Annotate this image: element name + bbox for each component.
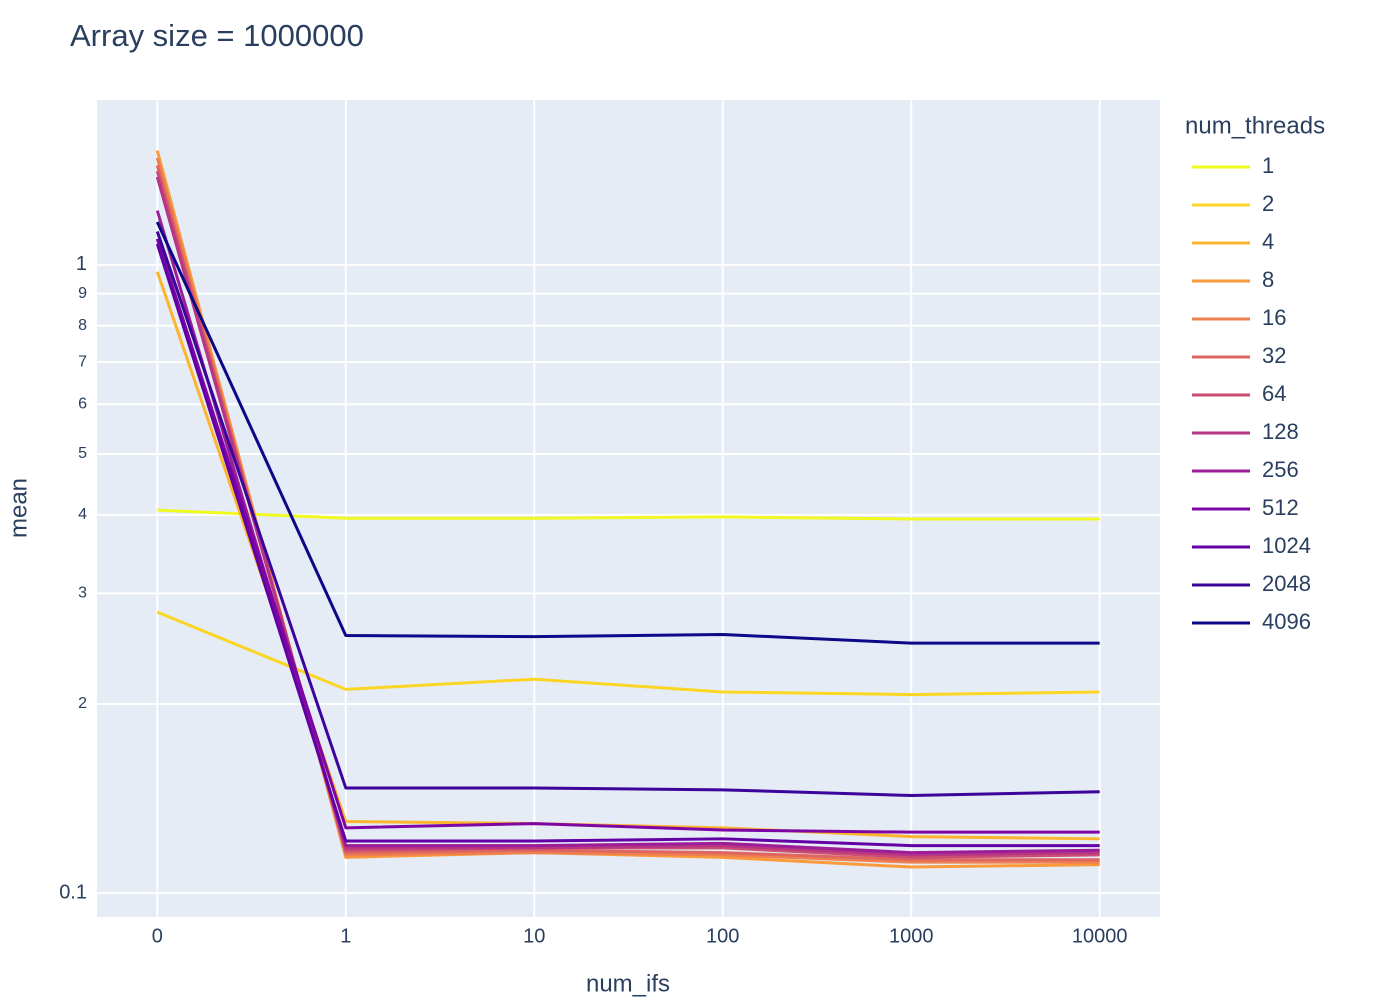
legend-label: 512 <box>1262 495 1299 520</box>
y-tick-label: 2 <box>78 695 87 712</box>
legend-label: 2 <box>1262 191 1274 216</box>
y-tick-label: 9 <box>78 285 87 302</box>
legend-label: 1024 <box>1262 533 1311 558</box>
plot-area <box>97 100 1160 917</box>
legend-label: 256 <box>1262 457 1299 482</box>
y-tick-label: 8 <box>78 317 87 334</box>
series-line <box>157 508 1100 521</box>
legend-label: 4096 <box>1262 609 1311 634</box>
series-line <box>156 610 1100 697</box>
y-tick-label: 0.1 <box>59 881 87 903</box>
y-tick-label: 6 <box>78 395 87 412</box>
legend-label: 64 <box>1262 381 1286 406</box>
legend-label: 2048 <box>1262 571 1311 596</box>
series-line <box>155 221 1100 645</box>
y-tick-label: 5 <box>78 445 87 462</box>
x-tick-label: 10 <box>523 925 545 947</box>
x-tick-label: 10000 <box>1072 925 1128 947</box>
x-tick-label: 1 <box>340 925 351 947</box>
y-tick-label: 3 <box>78 585 87 602</box>
legend-label: 4 <box>1262 229 1274 254</box>
y-tick-label: 4 <box>78 506 87 523</box>
y-tick-label: 7 <box>78 353 87 370</box>
legend-label: 32 <box>1262 343 1286 368</box>
chart-title: Array size = 1000000 <box>70 18 364 53</box>
y-tick-label: 1 <box>76 253 87 275</box>
legend-label: 1 <box>1262 153 1274 178</box>
legend-label: 128 <box>1262 419 1299 444</box>
legend-label: 8 <box>1262 267 1274 292</box>
series-line <box>155 238 1100 834</box>
y-axis-title: mean <box>5 478 32 538</box>
legend-label: 16 <box>1262 305 1286 330</box>
series-line <box>155 231 1100 797</box>
series-line <box>155 243 1100 848</box>
x-tick-label: 100 <box>706 925 739 947</box>
legend-title: num_threads <box>1185 112 1325 139</box>
x-axis-title: num_ifs <box>586 970 670 997</box>
x-tick-label: 1000 <box>889 925 934 947</box>
x-tick-label: 0 <box>152 925 163 947</box>
